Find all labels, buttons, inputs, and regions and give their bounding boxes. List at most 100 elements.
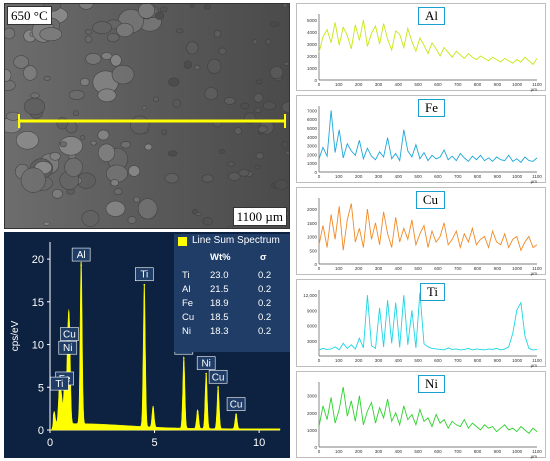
temperature-label: 650 °C [7,6,52,25]
sem-grain [227,225,234,228]
sem-grain [49,152,61,161]
sem-grain [238,169,250,177]
linescan-x-tick-label: 300 [375,266,383,271]
sem-grain [285,150,289,156]
eds-peak-point [205,372,207,375]
eds-y-axis-label: cps/eV [10,320,21,351]
linescan-x-tick-label: 700 [454,82,462,87]
sem-grain [78,4,94,10]
linescan-x-tick-label: 600 [434,82,442,87]
linescan-cu: 0 500 1000 1500 2000 0 100 200 300 400 500 600 700 80… [296,187,546,276]
eds-y-tick-label: 10 [32,340,44,352]
sem-grain [194,64,201,71]
sem-grain [172,98,181,108]
svg-text:Ni: Ni [63,343,72,354]
sem-grain [255,152,264,160]
linescan-x-tick-label: 1100 [532,174,542,179]
sem-grain [183,60,192,69]
eds-peak-label: Al [71,247,91,262]
linescan-trace [318,19,538,66]
linescan-y-tick-label: 1500 [307,221,318,226]
composition-wt: 18.9 [210,298,229,309]
linescan-ni-label: Ni [418,375,445,393]
linescan-x-tick-label: 600 [434,449,442,454]
eds-peak-label: Ti [135,267,154,282]
linescan-y-tick-label: 0 [314,445,317,450]
svg-text:Cu: Cu [212,372,225,383]
linescan-ni-plot: 0 1000 2000 3000 0 100 200 300 400 500 600 700 800 90… [307,382,542,459]
eds-peak-point [66,357,69,360]
sem-grain [257,125,268,133]
sem-grain [127,216,137,224]
linescan-ni: 0 1000 2000 3000 0 100 200 300 400 500 600 700 800 90… [296,371,546,459]
linescan-x-tick-label: 400 [395,266,403,271]
composition-table: Wt% σ Ti 23.0 0.2 Al 21.5 0.2 Fe 18.9 0.2 Cu 18.5 0… [174,248,290,352]
sem-grain [153,96,159,103]
sem-grain [92,21,113,35]
svg-text:Ti: Ti [140,270,148,281]
sem-grain [39,27,63,42]
linescan-y-tick-label: 9000 [307,308,318,313]
eds-peak-label: Ti [50,376,69,391]
eds-peak-label: Cu [208,369,228,384]
linescan-x-tick-label: 1000 [512,358,523,363]
eds-peak-label: Cu [60,327,79,341]
linescan-x-tick-label: 0 [318,174,321,179]
eds-spectrum-area [50,261,281,431]
sem-grain [105,200,126,217]
linescan-x-tick-label: 800 [474,449,482,454]
linescan-x-tick-label: 1100 [532,449,542,454]
linescan-cu-plot: 0 500 1000 1500 2000 0 100 200 300 400 500 600 700 80… [307,198,542,276]
sem-grain [120,141,131,149]
sem-grain [227,161,235,167]
linescan-ti-label: Ti [419,283,445,301]
sem-grain [164,173,179,184]
eds-peak-label: Cu [226,397,246,411]
sem-grain [97,88,117,103]
linescan-y-tick-label: 5000 [307,18,318,23]
eds-y-tick-label: 0 [38,425,44,437]
linescan-y-tick-label: 2000 [307,411,318,416]
linescan-x-tick-label: 500 [414,266,422,271]
sem-grain [64,157,83,177]
sem-grain [269,66,284,79]
sem-grain [189,4,195,8]
sem-grain [5,69,12,82]
eds-peak-label: Ni [196,356,216,370]
linescan-x-tick-label: 200 [355,174,363,179]
sem-grain [274,179,289,190]
legend-swatch [178,237,187,246]
composition-sigma: 0.2 [258,270,272,281]
eds-y-tick-label: 20 [32,254,44,266]
sem-grain [142,105,147,110]
linescan-y-tick-label: 1000 [307,428,318,433]
linescan-y-tick-label: 0 [314,262,317,267]
eds-y-tick-label: 5 [38,382,44,394]
eds-peak-point [53,416,55,418]
eds-peak-point [152,407,154,410]
eds-peak-label: Ni [58,340,78,355]
linescan-y-tick-label: 6000 [307,324,318,329]
sem-grain [81,210,100,227]
eds-y-tick-label: 15 [32,297,44,309]
sem-grain [130,115,150,135]
sem-grain [253,93,264,103]
sem-grain [23,65,38,81]
composition-wt: 18.3 [210,326,229,337]
composition-sigma: 0.2 [258,298,272,309]
composition-element: Cu [182,312,195,323]
linescan-y-tick-label: 1000 [307,235,318,240]
legend-label: Line Sum Spectrum [192,235,280,246]
linescan-y-tick-label: 3000 [307,339,318,344]
composition-wt: 18.5 [210,312,229,323]
linescan-x-tick-label: 700 [454,358,462,363]
linescan-x-tick-label: 400 [395,449,403,454]
sem-grain [218,47,227,55]
linescan-x-unit: µm [531,454,538,459]
composition-wt: 23.0 [210,270,229,281]
linescan-x-tick-label: 300 [375,358,383,363]
linescan-ti-plot: 3000 6000 9000 12,000 0 100 200 300 400 500 600 700… [303,290,542,368]
linescan-x-tick-label: 900 [494,449,502,454]
linescan-x-tick-label: 700 [454,266,462,271]
linescan-x-unit: µm [531,87,538,92]
